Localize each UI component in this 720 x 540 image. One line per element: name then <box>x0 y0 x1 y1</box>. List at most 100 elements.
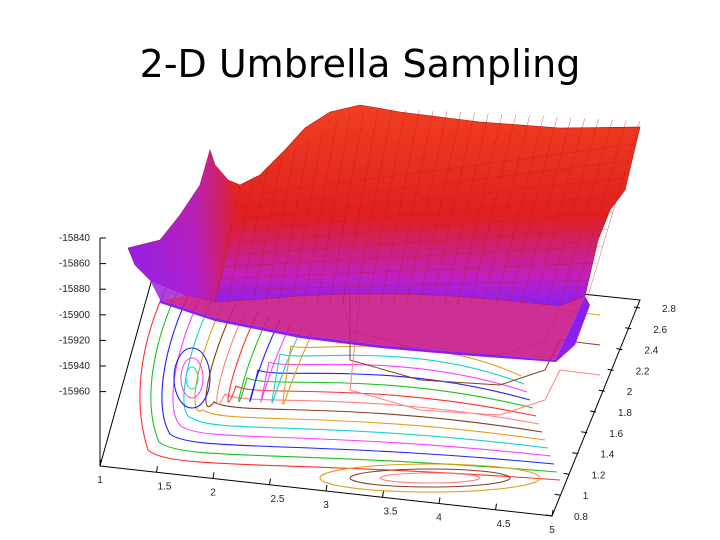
contour-loop <box>173 347 211 409</box>
mesh-line <box>559 119 613 306</box>
y-tick-mark <box>607 368 614 371</box>
mesh-line <box>482 115 530 305</box>
contour-line <box>249 319 531 403</box>
x-tick-label: 5 <box>549 525 555 536</box>
y-tick-mark <box>589 410 597 413</box>
y-tick-label: 0.8 <box>574 512 588 523</box>
x-axis: 1 1.5 2 2.5 3 3.5 4 4.5 5 <box>97 459 555 536</box>
mesh-line <box>232 177 624 221</box>
mesh-line <box>229 194 619 233</box>
mesh-line <box>217 279 591 291</box>
mesh-line <box>227 211 613 244</box>
x-tick-label: 4 <box>436 513 442 524</box>
contour-line <box>349 294 601 416</box>
y-tick-mark <box>625 327 632 330</box>
mesh-line <box>508 116 558 306</box>
z-tick-label: -15840 <box>59 233 91 244</box>
x-tick-mark <box>156 466 158 473</box>
x-tick-mark <box>269 478 271 485</box>
mesh-line <box>355 109 392 304</box>
mesh-line <box>316 113 351 304</box>
mesh-line <box>406 111 448 305</box>
contour-lines <box>139 279 601 493</box>
mesh-line <box>237 143 635 197</box>
y-tick-mark <box>598 389 605 392</box>
y-tick-label: 2.2 <box>636 366 650 377</box>
x-tick-mark <box>438 497 441 504</box>
mesh-line <box>240 167 268 303</box>
contour-loop <box>180 357 204 399</box>
mesh-line <box>253 158 282 303</box>
y-tick-mark <box>616 348 623 351</box>
x-tick-mark <box>325 484 328 492</box>
y-tick-mark <box>545 514 553 517</box>
surface-front-band <box>160 294 585 360</box>
z-tick-label: -15880 <box>59 284 91 295</box>
x-tick-mark <box>382 491 384 498</box>
y-tick-label: 2 <box>627 387 633 398</box>
mesh-line <box>444 113 489 305</box>
y-tick-mark <box>633 306 641 309</box>
mesh-line <box>584 120 641 307</box>
mesh-line <box>393 110 434 304</box>
energy-surface <box>127 104 641 362</box>
base-plane <box>99 249 641 517</box>
mesh-line <box>278 140 310 303</box>
x-tick-label: 1.5 <box>158 481 172 492</box>
mesh-line <box>234 160 630 209</box>
mesh-line <box>457 114 503 305</box>
contour-line <box>139 279 561 481</box>
z-tick-label: -15860 <box>59 259 91 270</box>
z-axis: -15840 -15860 -15880 -15900 -15920 -15940 -159… <box>59 233 106 466</box>
y-tick-mark <box>563 472 570 475</box>
mesh-line <box>224 228 608 256</box>
x-tick-label: 1 <box>97 475 103 486</box>
contour-loop <box>185 366 199 390</box>
mesh-line <box>222 245 602 268</box>
x-tick-mark <box>551 509 554 517</box>
mesh-line <box>219 262 597 279</box>
mesh-line <box>342 109 379 304</box>
contour-line <box>271 327 525 404</box>
surface-left-lobe <box>128 150 240 302</box>
x-tick-label: 3.5 <box>384 506 398 517</box>
slide-title: 2-D Umbrella Sampling <box>139 42 581 86</box>
y-tick-label: 1.8 <box>618 408 632 419</box>
mesh-line <box>418 111 461 305</box>
z-tick-label: -15900 <box>59 310 91 321</box>
contour-line <box>227 311 537 417</box>
y-axis: 0.8 11.2 1.4 1.6 1.8 22.2 2.4 2.6 2.8 <box>545 304 676 523</box>
x-tick-label: 3 <box>323 500 329 511</box>
contour-line <box>150 283 558 473</box>
y-tick-label: 2.6 <box>653 325 667 336</box>
mesh-line <box>329 109 365 304</box>
x-tick-label: 2 <box>210 488 216 499</box>
mesh-line <box>495 116 544 306</box>
x-tick-mark <box>495 503 497 510</box>
y-tick-mark <box>554 493 561 496</box>
contour-line <box>161 287 555 465</box>
contour-loop <box>319 463 541 493</box>
y-tick-label: 1.2 <box>592 470 606 481</box>
z-tick-label: -15960 <box>59 387 91 398</box>
contour-line <box>238 315 534 409</box>
mesh-line <box>304 122 337 304</box>
base-plane-outline <box>99 249 641 517</box>
contour-line <box>205 303 543 433</box>
y-tick-mark <box>581 431 588 434</box>
mesh-line <box>265 149 296 303</box>
contour-loop <box>349 468 511 488</box>
z-tick-label: -15920 <box>59 335 91 346</box>
z-tick-label: -15940 <box>59 361 91 372</box>
y-tick-label: 2.4 <box>644 346 658 357</box>
surface-mesh <box>214 109 641 307</box>
y-tick-label: 2.8 <box>662 304 676 315</box>
y-tick-mark <box>572 452 579 455</box>
y-tick-label: 1 <box>583 491 589 502</box>
x-tick-mark <box>99 459 102 467</box>
y-tick-label: 1.4 <box>600 450 614 461</box>
mesh-line <box>431 112 475 305</box>
mesh-line <box>367 109 406 304</box>
mesh-line <box>533 118 586 306</box>
